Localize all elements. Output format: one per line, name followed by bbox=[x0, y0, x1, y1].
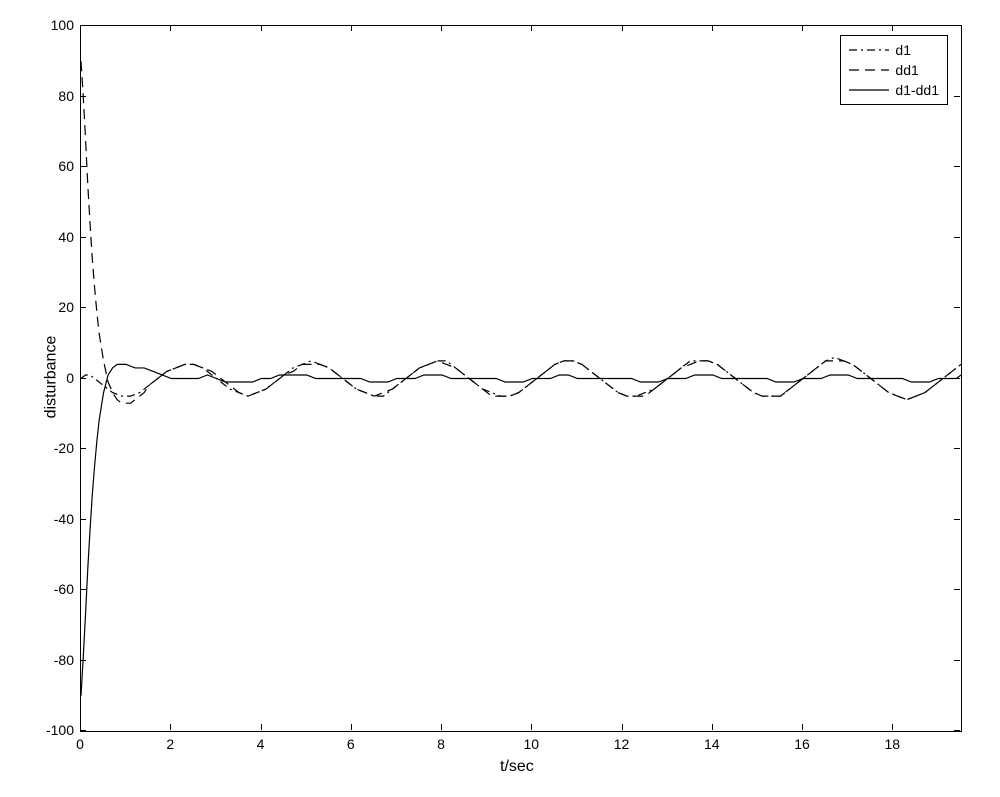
x-tick-mark bbox=[170, 724, 171, 730]
plot-svg bbox=[81, 26, 961, 731]
x-tick-mark bbox=[622, 724, 623, 730]
x-tick-label: 4 bbox=[257, 736, 265, 752]
y-tick-mark-right bbox=[954, 166, 960, 167]
y-tick-label: 100 bbox=[46, 17, 74, 33]
legend-label: d1 bbox=[895, 42, 911, 58]
y-tick-mark-right bbox=[954, 237, 960, 238]
y-tick-label: -40 bbox=[46, 511, 74, 527]
x-tick-mark-top bbox=[802, 25, 803, 31]
legend-entry-dd1: dd1 bbox=[849, 60, 939, 80]
x-tick-label: 14 bbox=[704, 736, 720, 752]
plot-area bbox=[80, 25, 962, 732]
chart-container: 0 2 4 6 8 10 12 14 16 18 -100 -80 -60 -40 -20 0 20 40 60 80… bbox=[0, 0, 1000, 797]
y-tick-mark-right bbox=[954, 96, 960, 97]
y-tick-mark bbox=[80, 519, 86, 520]
legend-label: d1-dd1 bbox=[895, 82, 939, 98]
x-tick-mark bbox=[441, 724, 442, 730]
x-tick-mark bbox=[802, 724, 803, 730]
y-tick-mark bbox=[80, 730, 86, 731]
x-tick-mark bbox=[712, 724, 713, 730]
legend-label: dd1 bbox=[895, 62, 918, 78]
y-tick-label: 0 bbox=[62, 370, 74, 386]
y-tick-mark-right bbox=[954, 378, 960, 379]
x-tick-mark-top bbox=[351, 25, 352, 31]
series-dd1 bbox=[81, 61, 961, 403]
y-tick-mark-right bbox=[954, 660, 960, 661]
x-tick-label: 0 bbox=[76, 736, 84, 752]
x-tick-mark-top bbox=[441, 25, 442, 31]
series-d1 bbox=[81, 357, 961, 399]
x-tick-label: 16 bbox=[794, 736, 810, 752]
y-tick-label: 20 bbox=[54, 299, 74, 315]
x-tick-label: 12 bbox=[614, 736, 630, 752]
y-tick-mark bbox=[80, 166, 86, 167]
y-tick-mark bbox=[80, 96, 86, 97]
x-tick-mark-top bbox=[531, 25, 532, 31]
y-tick-mark-right bbox=[954, 448, 960, 449]
legend-entry-d1-dd1: d1-dd1 bbox=[849, 80, 939, 100]
x-tick-mark bbox=[892, 724, 893, 730]
legend-line-icon bbox=[849, 82, 889, 98]
y-tick-label: 40 bbox=[54, 229, 74, 245]
y-tick-mark bbox=[80, 237, 86, 238]
y-tick-mark bbox=[80, 307, 86, 308]
y-tick-mark bbox=[80, 25, 86, 26]
y-tick-label: -60 bbox=[46, 581, 74, 597]
y-tick-mark-right bbox=[954, 730, 960, 731]
x-tick-mark bbox=[351, 724, 352, 730]
y-tick-label: -80 bbox=[46, 652, 74, 668]
x-tick-label: 10 bbox=[523, 736, 539, 752]
x-tick-mark-top bbox=[261, 25, 262, 31]
legend-line-icon bbox=[849, 42, 889, 58]
x-tick-mark bbox=[531, 724, 532, 730]
y-tick-mark bbox=[80, 448, 86, 449]
y-tick-mark-right bbox=[954, 25, 960, 26]
y-axis-label: disturbance bbox=[42, 335, 60, 418]
legend: d1 dd1 d1-dd1 bbox=[840, 35, 948, 105]
x-tick-mark-top bbox=[622, 25, 623, 31]
x-axis-label: t/sec bbox=[500, 758, 534, 776]
y-tick-mark bbox=[80, 589, 86, 590]
x-tick-mark-top bbox=[892, 25, 893, 31]
x-tick-label: 8 bbox=[437, 736, 445, 752]
legend-line-icon bbox=[849, 62, 889, 78]
y-tick-mark bbox=[80, 378, 86, 379]
y-tick-label: 60 bbox=[54, 158, 74, 174]
x-tick-mark-top bbox=[170, 25, 171, 31]
y-tick-mark-right bbox=[954, 519, 960, 520]
x-tick-label: 6 bbox=[347, 736, 355, 752]
y-tick-mark bbox=[80, 660, 86, 661]
x-tick-mark-top bbox=[712, 25, 713, 31]
series-d1-dd1 bbox=[81, 364, 961, 695]
y-tick-label: 80 bbox=[54, 88, 74, 104]
x-tick-mark bbox=[261, 724, 262, 730]
y-tick-label: -20 bbox=[46, 440, 74, 456]
y-tick-mark-right bbox=[954, 307, 960, 308]
x-tick-label: 2 bbox=[166, 736, 174, 752]
y-tick-label: -100 bbox=[38, 722, 74, 738]
legend-entry-d1: d1 bbox=[849, 40, 939, 60]
x-tick-label: 18 bbox=[885, 736, 901, 752]
y-tick-mark-right bbox=[954, 589, 960, 590]
